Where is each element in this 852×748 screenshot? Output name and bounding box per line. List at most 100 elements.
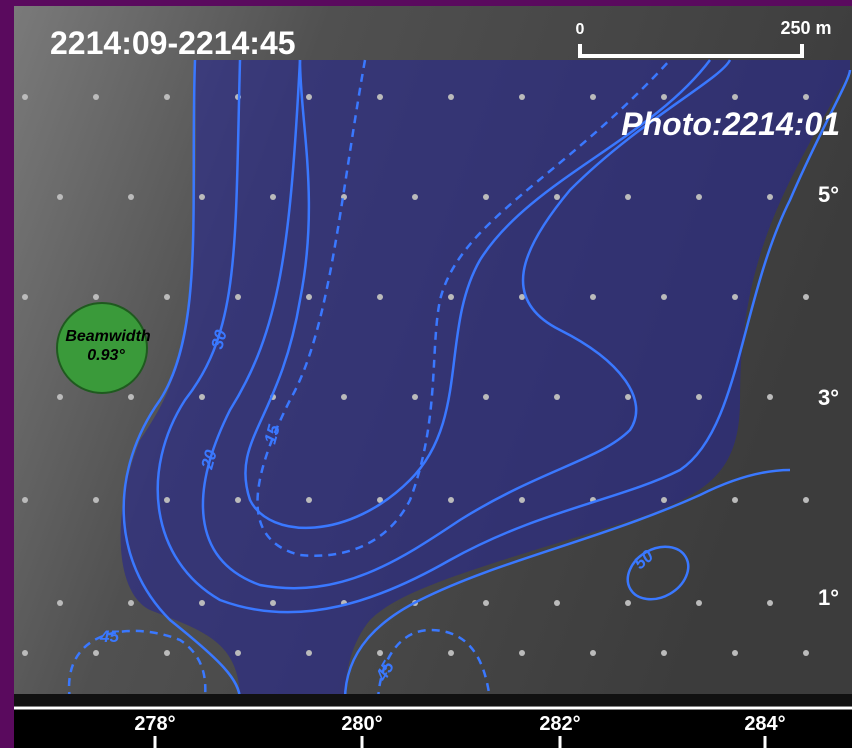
contour [156, 59, 852, 614]
scale-start: 0 [576, 21, 585, 38]
sample-point [199, 194, 205, 200]
contour-label: 20 [197, 447, 221, 472]
beamwidth-circle [56, 302, 148, 394]
sample-point [377, 497, 383, 503]
sample-point [483, 600, 489, 606]
sample-point [661, 650, 667, 656]
radar-region [120, 60, 851, 700]
sample-point [22, 650, 28, 656]
elevation-label: 1° [818, 585, 839, 610]
sample-point [767, 194, 773, 200]
sample-point [22, 497, 28, 503]
sample-point [625, 600, 631, 606]
sample-point [93, 650, 99, 656]
contour [626, 545, 690, 601]
sample-point [625, 394, 631, 400]
sample-point [732, 497, 738, 503]
sample-point [767, 600, 773, 606]
sample-point [803, 94, 809, 100]
contours [67, 59, 852, 701]
contour-label: 30 [208, 327, 231, 351]
sample-point [93, 497, 99, 503]
sample-point [590, 650, 596, 656]
sample-point [448, 94, 454, 100]
sample-point [590, 294, 596, 300]
sample-point [519, 294, 525, 300]
contour [343, 468, 791, 701]
sample-point [306, 650, 312, 656]
beamwidth-title: Beamwidth [65, 328, 151, 345]
sample-point [732, 94, 738, 100]
sample-point [377, 94, 383, 100]
contour-label: 45 [99, 627, 119, 646]
sample-point [306, 497, 312, 503]
sample-point [803, 497, 809, 503]
sample-point [732, 294, 738, 300]
sample-point [199, 600, 205, 606]
sample-point [554, 194, 560, 200]
contour-label: 15 [261, 422, 284, 446]
beamwidth-value: 0.93° [87, 347, 125, 364]
sample-point [803, 650, 809, 656]
ground [14, 694, 852, 706]
sample-point [661, 94, 667, 100]
sample-point [57, 394, 63, 400]
sample-point [306, 294, 312, 300]
sample-point [377, 650, 383, 656]
sample-point [732, 650, 738, 656]
sample-point [270, 600, 276, 606]
photo-time: Photo:2214:01 [621, 106, 840, 142]
sample-point [448, 497, 454, 503]
sample-point [448, 650, 454, 656]
sample-point [235, 650, 241, 656]
sample-point [554, 600, 560, 606]
x-axis: 278° 280° 282° 284° [134, 713, 786, 748]
sample-point [235, 294, 241, 300]
sample-point [661, 294, 667, 300]
sample-point [696, 600, 702, 606]
sample-point [625, 194, 631, 200]
elevation-label: 3° [818, 385, 839, 410]
sample-point [696, 394, 702, 400]
sample-point [767, 394, 773, 400]
sample-point [128, 194, 134, 200]
sample-point [519, 650, 525, 656]
elevation-label: 5° [818, 182, 839, 207]
sample-point [93, 294, 99, 300]
sample-point [164, 294, 170, 300]
sample-point [519, 497, 525, 503]
x-tick-label: 278° [134, 713, 175, 735]
sample-point [306, 94, 312, 100]
sample-point [661, 497, 667, 503]
sample-point [128, 394, 134, 400]
contour [376, 628, 492, 701]
sample-point [554, 394, 560, 400]
time-range: 2214:09-2214:45 [50, 25, 296, 61]
sample-point [57, 194, 63, 200]
sample-point [270, 194, 276, 200]
sample-point [22, 94, 28, 100]
sample-point [164, 94, 170, 100]
sample-point [803, 294, 809, 300]
x-tick-label: 280° [341, 713, 382, 735]
contour [201, 59, 732, 590]
sample-point [448, 294, 454, 300]
contour [244, 59, 711, 530]
sample-point [483, 194, 489, 200]
scale-end: 250 m [780, 18, 831, 38]
x-tick-label: 284° [744, 713, 785, 735]
sample-point [696, 194, 702, 200]
sample-point [519, 94, 525, 100]
sample-point [128, 600, 134, 606]
sample-point [57, 600, 63, 606]
sample-point [412, 394, 418, 400]
sample-point [412, 194, 418, 200]
sample-point [164, 650, 170, 656]
contour [67, 629, 207, 701]
x-tick-label: 282° [539, 713, 580, 735]
contour [256, 59, 671, 557]
scale-bar [578, 44, 804, 58]
sample-point [164, 497, 170, 503]
sample-point [93, 94, 99, 100]
